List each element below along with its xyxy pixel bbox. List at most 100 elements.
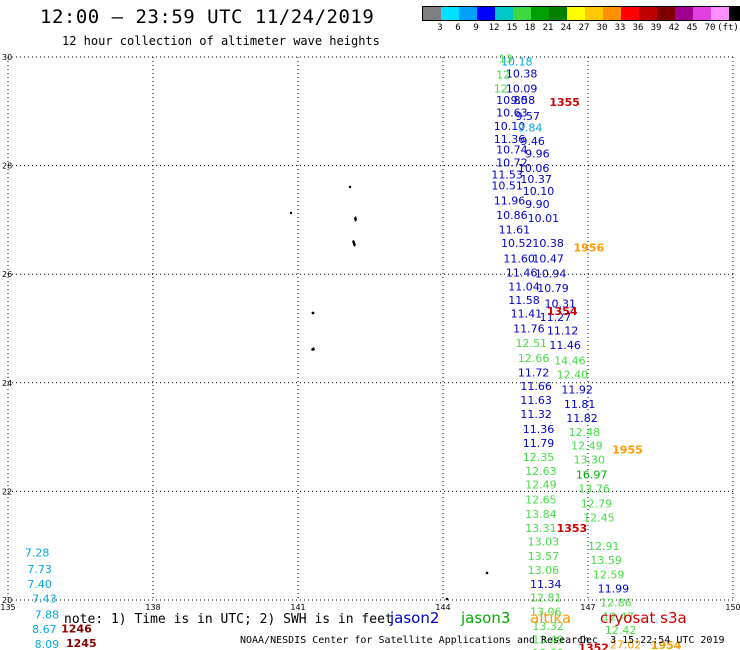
wave-height-value: 10.51 <box>491 179 523 192</box>
y-tick-label: 22 <box>2 487 12 496</box>
wave-height-value: 9.90 <box>525 198 550 211</box>
legend-swatch <box>585 7 603 20</box>
wave-height-value: 11.72 <box>518 366 550 379</box>
pass-time-label: 1353 <box>557 522 588 535</box>
satellite-label: altika <box>530 609 572 627</box>
wave-height-value: 7.73 <box>27 563 52 576</box>
satellite-label: jason3 <box>461 609 511 627</box>
pass-time-label: 1246 <box>61 623 92 636</box>
legend-label: 39 <box>650 23 662 33</box>
legend-color-bar <box>422 6 740 21</box>
legend-label: 27 <box>578 23 590 33</box>
wave-height-value: 12.49 <box>525 479 557 492</box>
wave-height-value: 13.76 <box>578 482 610 495</box>
wave-height-value: 13.03 <box>528 536 560 549</box>
wave-height-value: 9.46 <box>520 135 545 148</box>
wave-height-value: 12.81 <box>530 592 562 605</box>
wave-height-value: 10.31 <box>545 297 577 310</box>
wave-height-value: 12.86 <box>600 597 632 610</box>
wave-height-value: 10.18 <box>501 56 533 69</box>
legend-label: 30 <box>596 23 608 33</box>
legend-label: 9 <box>473 23 479 33</box>
legend-swatch <box>513 7 531 20</box>
wave-height-value: 12.40 <box>557 368 589 381</box>
wave-height-value: 10.01 <box>528 212 560 225</box>
wave-height-value: 9.96 <box>525 147 550 160</box>
island <box>289 211 293 215</box>
wave-height-value: 10.52 <box>501 237 533 250</box>
wave-height-value: 12.35 <box>523 451 555 464</box>
wave-height-value: 11.12 <box>547 324 579 337</box>
legend-label: (ft) <box>717 23 739 33</box>
x-tick-label: 144 <box>435 603 450 612</box>
wave-height-value: 11.96 <box>494 195 526 208</box>
wave-height-value: 11.66 <box>520 380 552 393</box>
x-tick-label: 138 <box>145 603 160 612</box>
wave-height-value: 13.49 <box>532 633 564 646</box>
wave-height-value: 11.92 <box>561 384 593 397</box>
wave-height-value: 11.76 <box>513 322 545 335</box>
legend-label: 3 <box>437 23 443 33</box>
wave-height-value: 13.32 <box>532 620 564 633</box>
wave-height-value: 10.72 <box>496 157 527 170</box>
legend-label: 12 <box>488 23 500 33</box>
wave-height-value: 13.59 <box>590 554 622 567</box>
footer-credit: NOAA/NESDIS Center for Satellite Applica… <box>240 635 590 646</box>
legend-swatch <box>693 7 711 20</box>
legend-label: 18 <box>524 23 536 33</box>
wave-height-value: 13 <box>499 52 513 65</box>
pass-time-label: 1954 <box>651 639 682 650</box>
wave-height-value: 12 <box>494 82 508 95</box>
wave-height-value: 12.91 <box>588 540 620 553</box>
wave-height-value: 14.46 <box>554 354 586 367</box>
island <box>311 347 315 351</box>
wave-height-value: 9.58 <box>511 94 535 107</box>
wave-height-value: 13.31 <box>525 522 557 535</box>
wave-height-value: 12.49 <box>571 440 603 453</box>
wave-height-value: 10.79 <box>537 282 569 295</box>
wave-height-value: 12.51 <box>516 337 548 350</box>
legend-swatch <box>603 7 621 20</box>
wave-height-value: 11.63 <box>520 394 552 407</box>
legend-swatch <box>495 7 513 20</box>
wave-height-value: 10.80 <box>496 94 527 107</box>
wave-height-value: 12.48 <box>569 426 601 439</box>
wave-height-value: 11.60 <box>503 252 534 265</box>
wave-height-value: 7.28 <box>25 547 49 560</box>
legend-swatch <box>639 7 657 20</box>
legend-label: 24 <box>560 23 572 33</box>
wave-height-value: 7.88 <box>35 608 60 621</box>
land-islands <box>289 185 489 601</box>
legend-swatch <box>675 7 693 20</box>
wave-height-value: 12 <box>496 69 510 82</box>
wave-height-value: 11.58 <box>508 294 540 307</box>
y-tick-label: 28 <box>2 162 12 171</box>
legend-label: 21 <box>542 23 554 33</box>
legend-swatch <box>711 7 729 20</box>
island <box>348 185 352 189</box>
wave-height-value: 12.66 <box>518 352 550 365</box>
wave-height-value: 10.47 <box>532 252 564 265</box>
island <box>352 240 356 247</box>
wave-height-value: 12.79 <box>581 498 613 511</box>
wave-height-value: 10.10 <box>523 185 555 198</box>
wave-height-value: 10.09 <box>506 82 538 95</box>
legend-labels: 3 6 9 12 15 18 21 24 27 30 33 36 39 42 45 70 (ft) <box>422 21 740 35</box>
wave-height-value: 13.30 <box>574 454 606 467</box>
wave-height-value: 10.38 <box>532 237 564 250</box>
axis-labels: 135 138 141 144 147 150 20 22 24 26 28 30 <box>0 53 740 612</box>
wave-height-value: 10.74 <box>496 144 527 157</box>
legend-swatch <box>729 7 740 20</box>
wave-height-value: 11.04 <box>508 280 540 293</box>
legend-label: 45 <box>686 23 698 33</box>
pass-time-label: 1956 <box>574 241 605 254</box>
pass-time-label: 1354 <box>547 305 578 318</box>
legend-label: 42 <box>668 23 680 33</box>
wave-height-value: 12.45 <box>583 511 615 524</box>
wave-height-value: 12.47 <box>603 611 635 624</box>
wave-height-value: 11.61 <box>499 223 531 236</box>
wave-height-value: 12.42 <box>605 624 637 637</box>
footer-date: Dec 3 15:22:54 UTC 2019 <box>580 635 725 646</box>
